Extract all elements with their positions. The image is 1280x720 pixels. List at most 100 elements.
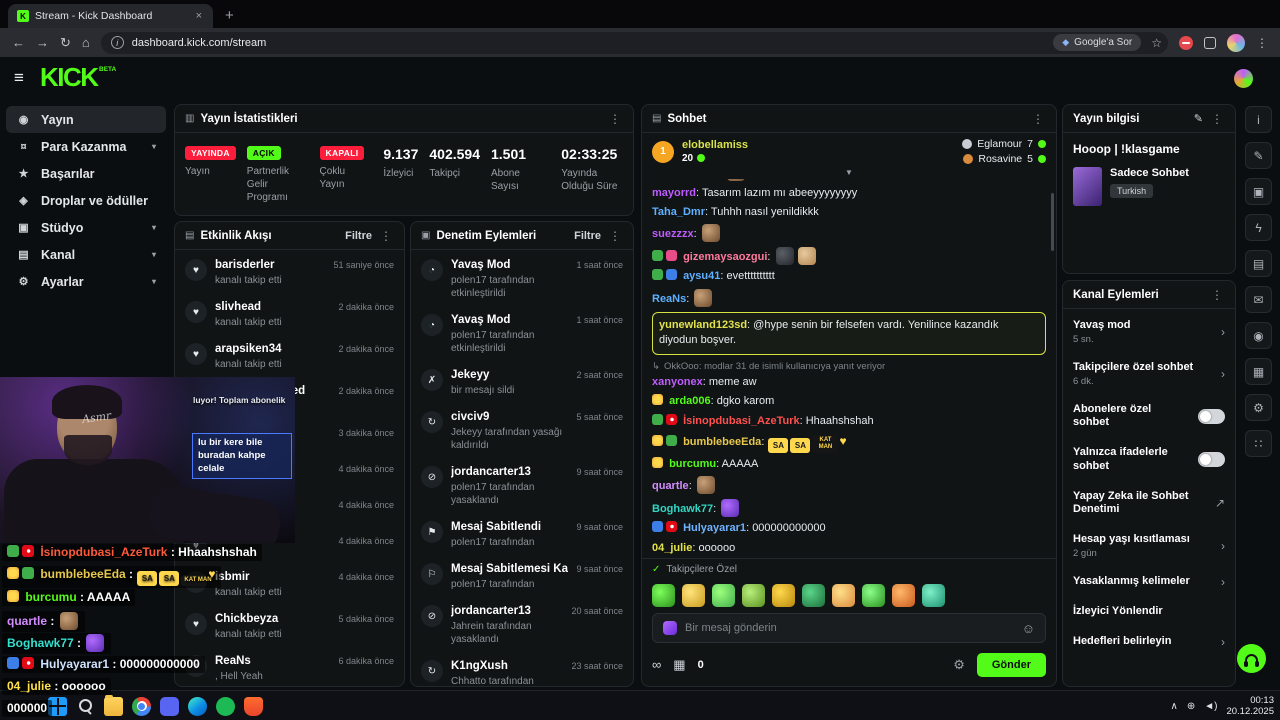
channel-action-account-age[interactable]: Hesap yaşı kısıtlaması 2 gün › — [1073, 533, 1225, 559]
activity-item[interactable]: ♥ ReaNs , Hell Yeah 1 6 dakika önce — [185, 648, 394, 686]
chat-username[interactable]: gizemaysaozgui — [683, 251, 773, 263]
filter-button[interactable]: Filtre — [574, 229, 601, 242]
chat-message[interactable]: suezzzx — [652, 222, 1046, 244]
moderation-item[interactable]: ↻ K1ngXush Chhatto tarafından yasağı kal… — [421, 653, 623, 686]
adblock-extension-icon[interactable] — [1179, 35, 1193, 50]
chat-username[interactable]: burcumu — [669, 458, 722, 470]
url-text[interactable]: dashboard.kick.com/stream — [131, 36, 267, 49]
quick-emote-icon[interactable] — [802, 583, 825, 607]
channel-action-slow-mode[interactable]: Yavaş mod 5 sn. › — [1073, 319, 1225, 345]
quick-emote-icon[interactable] — [712, 583, 735, 607]
layout-icon[interactable]: ▦ — [1245, 358, 1272, 385]
chat-message[interactable]: Taha_DmrTuhhh nasıl yenildikkk — [652, 203, 1046, 222]
site-info-icon[interactable]: i — [110, 36, 124, 49]
quick-emote-icon[interactable] — [652, 583, 675, 607]
toggle-switch[interactable] — [1198, 408, 1225, 424]
messages-icon[interactable]: ✉ — [1245, 286, 1272, 313]
reload-icon[interactable]: ↻ — [60, 35, 71, 50]
chat-username[interactable]: ReaNs — [652, 293, 692, 305]
kebab-menu-icon[interactable]: ⋮ — [1032, 111, 1044, 126]
chat-message[interactable]: 04_julieoooooo — [652, 539, 1046, 558]
moderation-item[interactable]: ◔ Yavaş Mod polen17 tarafından etkinleşt… — [421, 307, 623, 362]
apps-icon[interactable]: ∷ — [1245, 430, 1272, 457]
browser-menu-icon[interactable]: ⋮ — [1256, 35, 1268, 50]
chat-input-wrap[interactable]: ☺ — [652, 613, 1046, 643]
kebab-menu-icon[interactable]: ⋮ — [1211, 111, 1223, 126]
emoji-picker-icon[interactable]: ☺ — [1021, 620, 1035, 636]
chat-message[interactable]: arda006dgko karom — [652, 392, 1046, 411]
moderation-item[interactable]: ◔ Yavaş Mod polen17 tarafından etkinleşt… — [421, 252, 623, 307]
chat-message-input[interactable] — [685, 622, 1014, 634]
quick-emote-icon[interactable] — [832, 583, 855, 607]
sidebar-item-ayarlar[interactable]: ⚙ Ayarlar ▾ — [6, 268, 166, 295]
sidebar-item-basarilar[interactable]: ★ Başarılar — [6, 160, 166, 187]
chat-username[interactable]: aysu41 — [683, 270, 726, 282]
moderation-item[interactable]: ⊘ jordancarter13 polen17 tarafından yasa… — [421, 459, 623, 514]
file-explorer-icon[interactable] — [104, 694, 123, 716]
channel-action-followers-only[interactable]: Takipçilere özel sohbet 6 dk. › — [1073, 360, 1225, 387]
kebab-menu-icon[interactable]: ⋮ — [380, 228, 392, 243]
chat-username[interactable]: bumblebeeEda — [683, 436, 767, 448]
edit-icon[interactable]: ✎ — [1245, 142, 1272, 169]
quick-emote-icon[interactable] — [682, 583, 705, 607]
broadcast-icon[interactable]: ◉ — [1245, 322, 1272, 349]
quick-emote-icon[interactable] — [772, 583, 795, 607]
chat-message[interactable]: gizemaysaozgui — [652, 245, 1046, 267]
extensions-puzzle-icon[interactable] — [1204, 36, 1216, 49]
chat-message[interactable]: Hulyayarar1000000000000 — [652, 519, 1046, 538]
category-name[interactable]: Sadece Sohbet — [1110, 166, 1189, 179]
sidebar-menu-icon[interactable]: ≡ — [14, 68, 24, 87]
moderation-item[interactable]: ⊘ jordancarter13 Jahrein tarafından yasa… — [421, 598, 623, 653]
network-icon[interactable]: ⊕ — [1186, 700, 1196, 712]
quick-emote-icon[interactable] — [892, 583, 915, 607]
brave-icon[interactable] — [244, 696, 263, 716]
browser-profile-avatar[interactable] — [1227, 33, 1245, 52]
bookmark-star-icon[interactable]: ☆ — [1151, 35, 1162, 50]
toggle-switch[interactable] — [1198, 452, 1225, 468]
chat-message[interactable]: mayorrdTasarım lazım mı abeeyyyyyyyy — [652, 184, 1046, 203]
sidebar-item-kanal[interactable]: ▤ Kanal ▾ — [6, 241, 166, 268]
discord-icon[interactable] — [160, 696, 179, 716]
moderation-item[interactable]: ✗ Jekeyy bir mesajı sildi 2 saat önce — [421, 362, 623, 404]
category-thumbnail[interactable] — [1073, 166, 1102, 206]
chat-scrollbar[interactable] — [1051, 193, 1054, 251]
tab-close-icon[interactable]: × — [195, 10, 202, 22]
display-icon[interactable]: ▣ — [1245, 178, 1272, 205]
edit-icon[interactable]: ✎ — [1193, 113, 1203, 125]
chat-message[interactable]: xanyonexmeme aw — [652, 373, 1046, 392]
tray-expand-icon[interactable]: ∧ — [1170, 700, 1178, 712]
chat-username[interactable]: Boghawk77 — [652, 503, 719, 515]
highlighted-reply-message[interactable]: yunewland123sd@hype senin bir felsefen v… — [652, 312, 1046, 355]
chat-username[interactable]: quartle — [652, 480, 695, 492]
start-button-icon[interactable] — [48, 696, 67, 716]
channel-action-emotes-only[interactable]: Yalnızca ifadelerle sohbet — [1073, 438, 1225, 482]
sidebar-item-para-kazanma[interactable]: ¤ Para Kazanma ▾ — [6, 133, 166, 160]
spotify-icon[interactable] — [216, 696, 235, 716]
chat-message-list[interactable]: ↳ menevish: ne anketi isimli kullanıcıya… — [642, 179, 1056, 558]
edge-icon[interactable] — [188, 696, 207, 716]
chat-message[interactable]: İsinopdubasi_AzeTurkHhaahshshah — [652, 412, 1046, 431]
sidebar-item-droplar[interactable]: ◈ Droplar ve ödüller — [6, 187, 166, 214]
sidebar-item-yayin[interactable]: ◉ Yayın — [6, 106, 166, 133]
chat-message[interactable]: ReaNs — [652, 287, 1046, 309]
leaderboard-collapse-icon[interactable]: ▼ — [845, 168, 853, 177]
activity-item[interactable]: ♥ barisderler kanalı takip etti 51 saniy… — [185, 252, 394, 294]
kebab-menu-icon[interactable]: ⋮ — [609, 228, 621, 243]
calendar-icon[interactable]: ▦ — [673, 657, 686, 672]
channel-action-banned-words[interactable]: Yasaklanmış kelimeler › — [1073, 574, 1225, 589]
quick-emote-icon[interactable] — [862, 583, 885, 607]
chat-settings-gear-icon[interactable]: ⚙ — [953, 656, 965, 672]
activity-item[interactable]: ♥ Chickbeyza kanalı takip etti 5 dakika … — [185, 606, 394, 648]
info-icon[interactable]: i — [1245, 106, 1272, 133]
support-button[interactable] — [1237, 644, 1266, 673]
moderation-item[interactable]: ↻ civciv9 Jekeyy tarafından yasağı kaldı… — [421, 404, 623, 459]
channel-action-ai-moderation[interactable]: Yapay Zeka ile Sohbet Denetimi ↗ — [1073, 489, 1225, 516]
quick-emote-icon[interactable] — [922, 583, 945, 607]
channel-action-goals[interactable]: Hedefleri belirleyin › — [1073, 634, 1225, 649]
volume-icon[interactable]: ◄) — [1204, 700, 1218, 712]
kick-logo[interactable]: KICK — [40, 62, 99, 92]
chat-message[interactable]: burcumuAAAAA — [652, 455, 1046, 474]
combo-icon[interactable]: ∞ — [652, 657, 662, 672]
chat-username[interactable]: xanyonex — [652, 376, 709, 388]
browser-tab[interactable]: K Stream - Kick Dashboard × — [8, 4, 213, 28]
